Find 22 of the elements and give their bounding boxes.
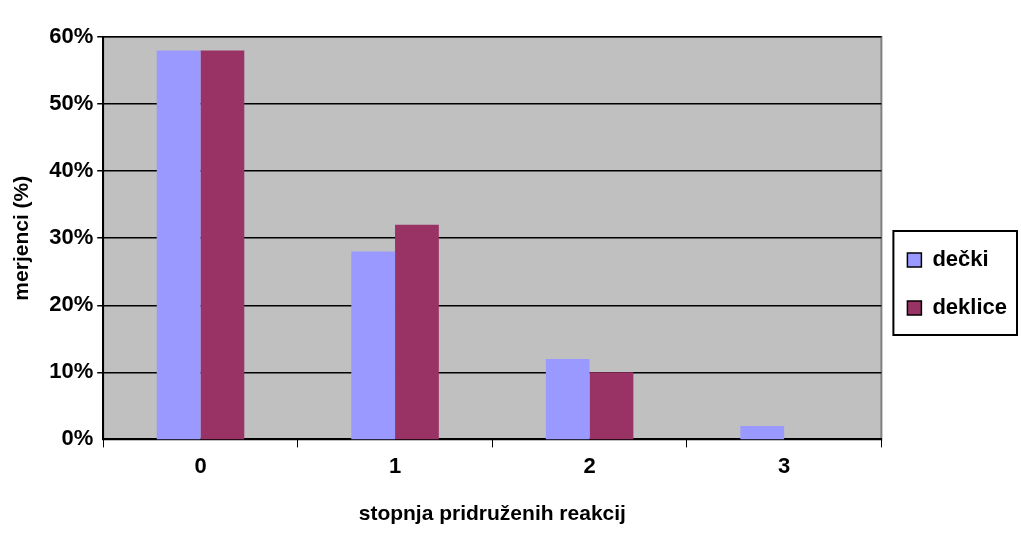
y-tick-label: 30% xyxy=(49,224,94,250)
y-tick-label: 50% xyxy=(49,90,94,116)
x-tick-label: 0 xyxy=(194,452,207,478)
x-tick-label: 2 xyxy=(583,452,596,478)
y-tick-label: 60% xyxy=(49,23,94,49)
x-tick-label: 1 xyxy=(388,452,402,478)
x-tick-label: 3 xyxy=(778,452,791,478)
y-tick-label: 10% xyxy=(49,358,94,384)
y-tick-label: 0% xyxy=(61,425,94,451)
bar xyxy=(351,251,396,440)
legend-label: dečki xyxy=(932,246,989,272)
bar xyxy=(200,50,245,440)
bar xyxy=(589,372,634,440)
x-axis-title: stopnja pridruženih reakcij xyxy=(358,501,626,525)
bar xyxy=(395,224,439,440)
y-tick-label: 20% xyxy=(49,291,94,317)
bar xyxy=(156,50,201,440)
y-axis-title: merjenci (%) xyxy=(9,175,33,301)
bar xyxy=(740,425,785,440)
y-tick-label: 40% xyxy=(49,157,94,183)
bar xyxy=(545,358,590,440)
legend-label: deklice xyxy=(932,294,1007,320)
